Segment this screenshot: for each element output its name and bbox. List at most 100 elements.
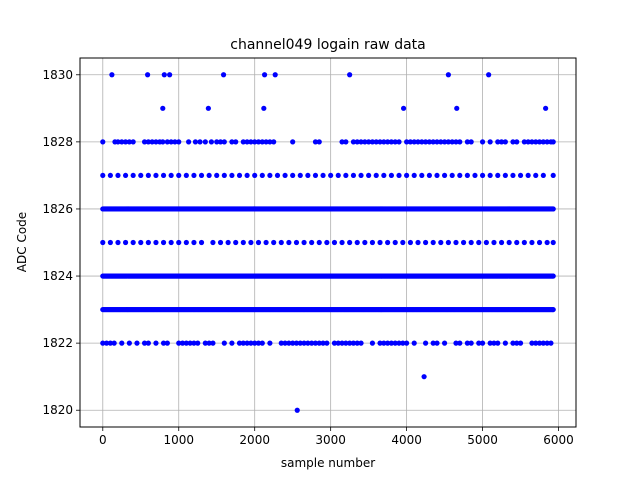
- data-point: [457, 340, 463, 346]
- data-point: [210, 340, 216, 346]
- data-point: [404, 340, 410, 346]
- x-tick-label: 6000: [543, 433, 574, 447]
- data-point: [130, 139, 136, 145]
- data-point: [343, 139, 349, 145]
- data-point: [202, 139, 208, 145]
- data-point: [354, 139, 360, 145]
- data-point: [305, 340, 311, 346]
- data-point: [514, 139, 520, 145]
- data-point: [423, 340, 429, 346]
- data-point: [415, 139, 421, 145]
- data-point: [476, 340, 482, 346]
- data-point: [388, 139, 395, 145]
- data-point: [153, 239, 159, 246]
- data-point: [100, 172, 106, 179]
- data-point: [103, 340, 110, 346]
- data-point: [205, 105, 211, 111]
- data-point: [421, 374, 427, 380]
- data-point: [438, 139, 444, 145]
- data-point: [366, 172, 372, 179]
- data-point: [396, 139, 402, 145]
- data-point: [381, 172, 387, 179]
- data-point: [525, 139, 531, 145]
- data-point: [457, 172, 463, 179]
- data-point: [381, 340, 387, 346]
- x-axis-ticks: 0 1000 2000 3000 4000 5000 6000: [99, 427, 574, 447]
- data-point: [415, 239, 421, 246]
- data-point: [179, 340, 186, 346]
- data-point: [407, 139, 414, 145]
- data-point: [377, 340, 383, 346]
- data-point: [130, 239, 136, 246]
- data-point: [339, 139, 345, 145]
- data-point: [347, 340, 353, 346]
- y-tick-label: 1822: [42, 336, 73, 350]
- data-point: [479, 340, 486, 346]
- data-point: [366, 139, 372, 145]
- data-point: [358, 139, 364, 145]
- data-point: [126, 340, 132, 346]
- data-point: [261, 105, 267, 111]
- data-point: [168, 239, 174, 246]
- data-point: [392, 139, 398, 145]
- x-tick-label: 4000: [391, 433, 422, 447]
- data-point: [514, 340, 520, 346]
- data-point: [153, 139, 159, 145]
- data-point: [312, 139, 319, 145]
- data-point: [550, 306, 556, 313]
- data-point: [438, 239, 444, 246]
- data-point: [267, 172, 273, 179]
- x-tick-label: 3000: [315, 433, 346, 447]
- data-point: [540, 139, 546, 145]
- y-tick-label: 1824: [42, 269, 73, 283]
- data-point: [486, 72, 492, 78]
- data-point: [191, 340, 197, 346]
- data-point: [316, 340, 322, 346]
- data-point: [297, 340, 303, 346]
- data-point: [312, 172, 319, 179]
- data-point: [167, 72, 173, 78]
- data-point: [282, 340, 288, 346]
- data-point: [293, 340, 300, 346]
- data-point: [186, 139, 192, 145]
- data-point: [498, 139, 505, 145]
- data-point: [385, 239, 391, 246]
- data-point: [521, 239, 527, 246]
- data-point: [544, 340, 550, 346]
- data-point: [434, 340, 440, 346]
- data-point: [107, 340, 113, 346]
- data-point: [392, 239, 398, 246]
- data-point: [426, 172, 432, 179]
- data-point: [510, 172, 516, 179]
- data-point: [430, 340, 436, 346]
- data-point: [305, 172, 311, 179]
- data-point: [202, 340, 208, 346]
- data-point: [324, 340, 330, 346]
- data-point: [411, 172, 417, 179]
- data-point: [441, 340, 448, 346]
- x-axis-label: sample number: [281, 456, 375, 470]
- data-point: [309, 239, 315, 246]
- data-point: [301, 340, 307, 346]
- y-tick-label: 1830: [42, 68, 73, 82]
- data-point: [119, 139, 125, 145]
- data-point: [233, 239, 239, 246]
- data-point: [176, 139, 182, 145]
- data-point: [286, 239, 292, 246]
- data-point: [145, 239, 151, 246]
- data-point: [453, 340, 459, 346]
- data-point: [350, 139, 357, 145]
- data-point: [328, 172, 334, 179]
- data-point: [385, 139, 391, 145]
- x-tick-label: 1000: [163, 433, 194, 447]
- data-point: [540, 172, 546, 179]
- data-point: [343, 340, 349, 346]
- data-point: [464, 340, 470, 346]
- data-point: [297, 172, 303, 179]
- data-point: [441, 139, 448, 145]
- data-point: [210, 239, 216, 246]
- data-point: [400, 340, 406, 346]
- data-point: [354, 340, 360, 346]
- y-tick-label: 1820: [42, 403, 73, 417]
